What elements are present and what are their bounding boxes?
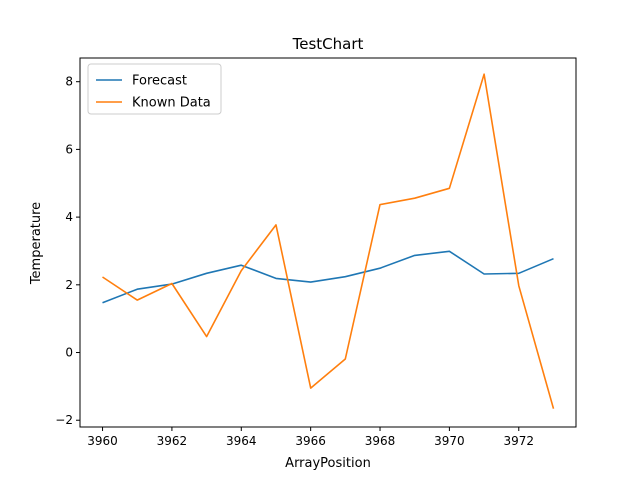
legend: Forecast Known Data	[87, 63, 222, 115]
y-axis-label: Temperature	[29, 202, 44, 285]
x-tick-label: 3966	[295, 434, 326, 448]
plot-area	[102, 73, 555, 409]
plot-frame	[79, 57, 577, 428]
chart-title: TestChart	[292, 35, 364, 53]
series-line-1	[102, 73, 555, 409]
x-axis-label: ArrayPosition	[285, 456, 371, 471]
y-tick-label: 4	[65, 210, 73, 224]
x-tick-label: 3960	[87, 434, 118, 448]
x-tick-label: 3970	[434, 434, 465, 448]
y-tick-label: 6	[65, 142, 73, 156]
legend-label-0: Forecast	[132, 74, 187, 89]
x-tick-label: 3968	[365, 434, 396, 448]
series-line-0	[102, 250, 554, 304]
axes: 3960 3962 3964 3966 3968 3970 3972 −2 0 2 4 6 8	[55, 57, 577, 448]
legend-label-1: Known Data	[132, 96, 211, 111]
x-tick-label: 3972	[503, 434, 534, 448]
x-tick-label: 3962	[157, 434, 188, 448]
y-tick-label: 8	[65, 75, 73, 89]
x-tick-label: 3964	[226, 434, 257, 448]
y-tick-label: 2	[65, 278, 73, 292]
y-tick-label: −2	[55, 413, 73, 427]
y-tick-label: 0	[65, 346, 73, 360]
